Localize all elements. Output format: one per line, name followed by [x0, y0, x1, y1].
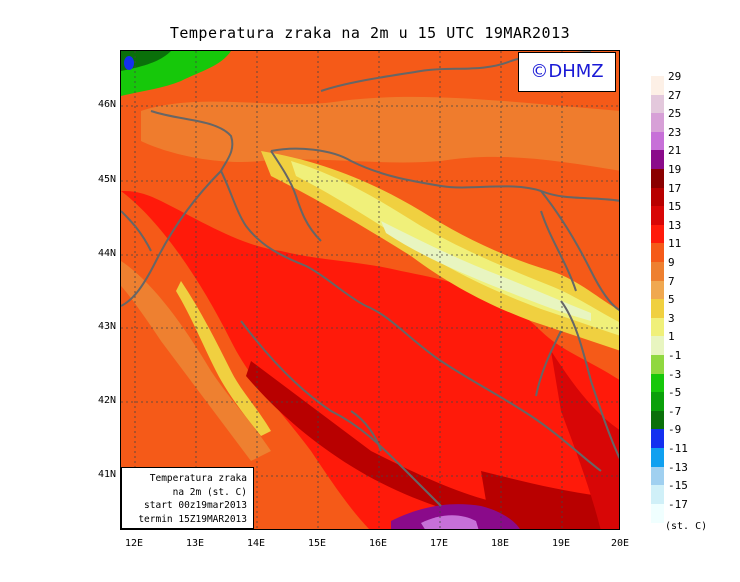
- legend-swatch: [651, 503, 664, 523]
- lon-tick: 12E: [124, 538, 144, 549]
- legend-swatch: [651, 410, 664, 430]
- info-line-2: na 2m (st. C): [172, 486, 247, 498]
- lat-tick: 45N: [97, 174, 116, 185]
- legend-label: 7: [668, 274, 675, 288]
- lon-tick: 19E: [551, 538, 571, 549]
- legend-swatch: [651, 150, 664, 170]
- legend-label: -7: [668, 404, 682, 418]
- legend-label: -3: [668, 367, 682, 381]
- legend-swatch: [651, 169, 664, 188]
- legend-label: -9: [668, 423, 682, 437]
- legend-swatch: [651, 299, 664, 319]
- legend-label: 13: [668, 218, 682, 232]
- legend-swatch: [651, 94, 664, 114]
- legend-swatch: [651, 113, 664, 133]
- legend-label: -13: [668, 460, 688, 474]
- legend-swatch: [651, 429, 664, 449]
- legend-label: 19: [668, 163, 682, 176]
- info-line-3: start 00z19mar2013: [144, 500, 247, 511]
- temperature-field: [121, 51, 619, 529]
- lon-tick: 17E: [429, 538, 449, 549]
- legend-swatch: [651, 243, 664, 263]
- legend-label: 11: [668, 237, 682, 251]
- legend-label: 29: [668, 70, 682, 83]
- legend-swatch: [651, 76, 664, 95]
- legend-swatch: [651, 355, 664, 374]
- legend-label: 23: [668, 125, 682, 139]
- legend-swatch: [651, 448, 664, 467]
- lon-tick: 13E: [185, 538, 205, 549]
- legend-label: -11: [668, 442, 688, 455]
- lon-tick: 16E: [368, 538, 388, 549]
- info-line-4: termin 15Z19MAR2013: [138, 513, 247, 525]
- legend-label: 17: [668, 181, 682, 195]
- legend-label: -17: [668, 497, 688, 511]
- info-box: Temperatura zraka na 2m (st. C) start 00…: [121, 467, 254, 529]
- dhmz-watermark: ©DHMZ: [518, 52, 616, 92]
- legend-swatch: [651, 206, 664, 226]
- legend-swatch: [651, 317, 664, 337]
- legend-label: 15: [668, 200, 682, 214]
- legend-swatch: [651, 466, 664, 486]
- legend-swatch: [651, 392, 664, 412]
- lat-tick: 42N: [97, 395, 116, 406]
- legend-label: 1: [668, 330, 675, 344]
- map-title: Temperatura zraka na 2m u 15 UTC 19MAR20…: [169, 24, 571, 42]
- legend-swatch: [651, 131, 664, 151]
- info-line-1: Temperatura zraka: [149, 473, 247, 484]
- legend-label: 5: [668, 293, 675, 307]
- legend-swatch: [651, 280, 664, 300]
- lon-tick: 15E: [307, 538, 327, 549]
- legend-swatch: [651, 485, 664, 505]
- lon-tick: 14E: [246, 538, 266, 549]
- legend-label: 9: [668, 256, 675, 269]
- lat-tick: 43N: [97, 321, 116, 332]
- lon-tick: 20E: [610, 538, 630, 549]
- lon-tick: 18E: [490, 538, 510, 549]
- lat-tick: 41N: [97, 469, 116, 480]
- legend-label: -5: [668, 386, 682, 400]
- legend-label: -1: [668, 349, 682, 362]
- legend-swatch: [651, 373, 664, 393]
- legend-swatch: [651, 187, 664, 207]
- legend-swatch: [651, 224, 664, 244]
- legend-label: 25: [668, 107, 682, 121]
- legend-label: 3: [668, 311, 675, 325]
- lat-tick: 44N: [97, 248, 116, 259]
- legend-label: -15: [668, 479, 688, 493]
- legend-unit: (st. C): [665, 521, 708, 532]
- legend-swatch: [651, 262, 664, 281]
- legend-label: 21: [668, 144, 682, 158]
- lat-tick: 46N: [97, 99, 116, 110]
- temperature-map: [120, 50, 620, 530]
- legend-label: 27: [668, 88, 682, 102]
- legend-swatch: [651, 336, 664, 356]
